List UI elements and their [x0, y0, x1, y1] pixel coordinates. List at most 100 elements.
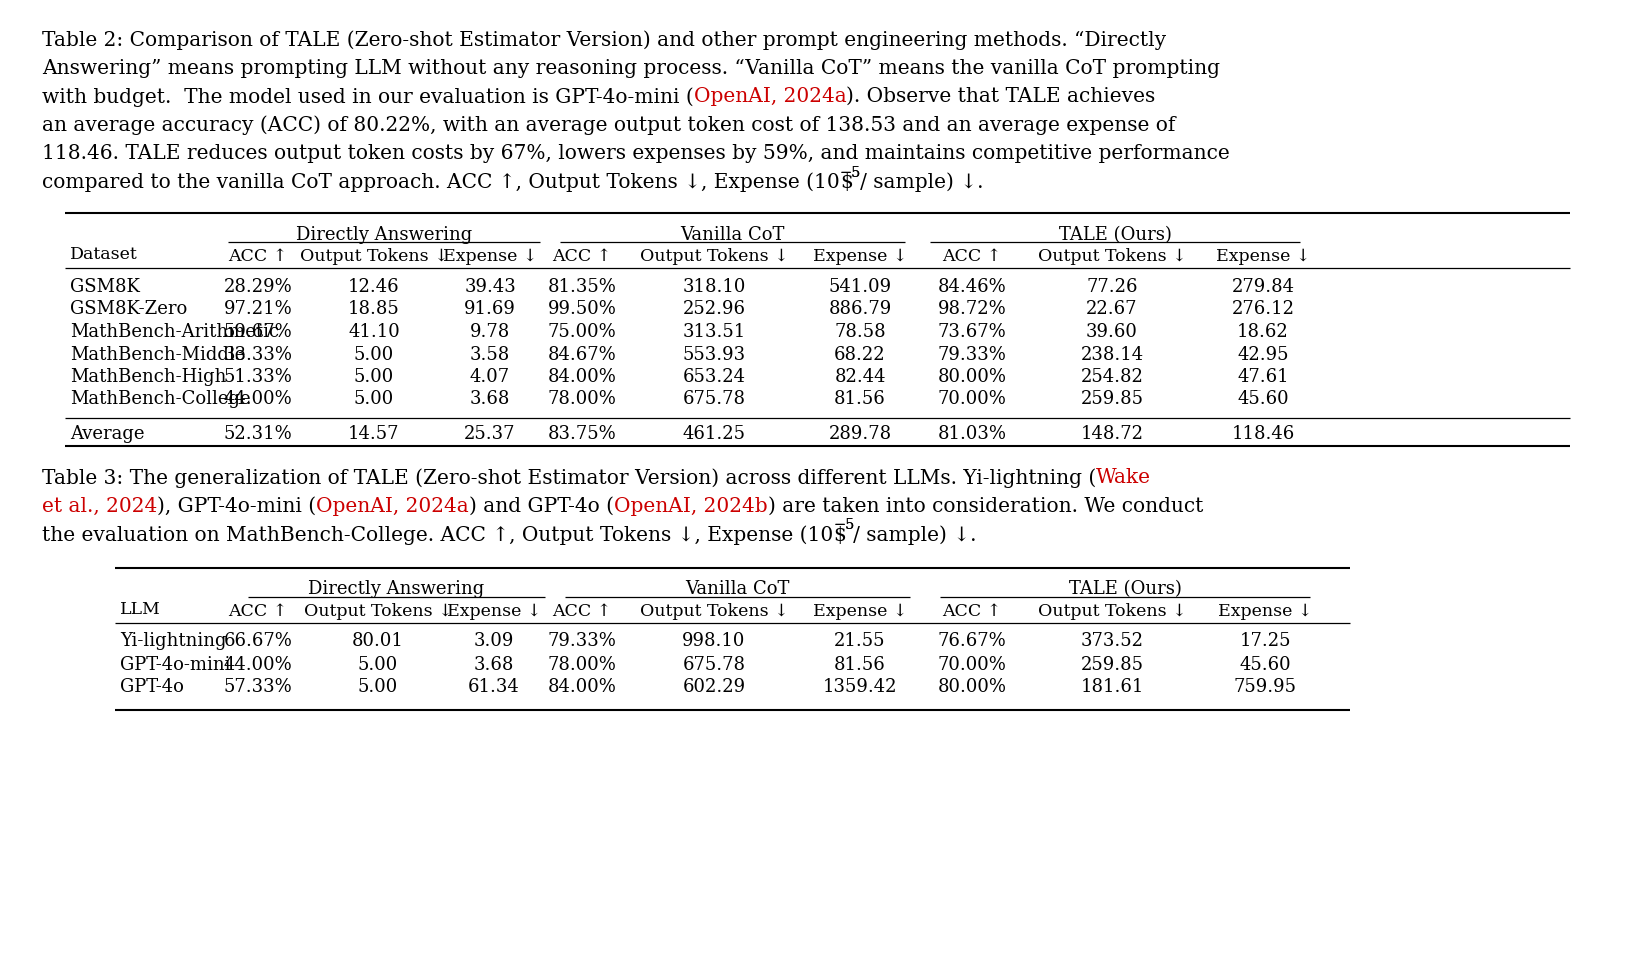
- Text: 14.57: 14.57: [349, 425, 399, 443]
- Text: 675.78: 675.78: [683, 656, 745, 673]
- Text: Directly Answering: Directly Answering: [308, 581, 484, 598]
- Text: 98.72%: 98.72%: [937, 301, 1006, 318]
- Text: GSM8K: GSM8K: [70, 278, 140, 296]
- Text: 84.00%: 84.00%: [548, 368, 616, 386]
- Text: 259.85: 259.85: [1081, 390, 1144, 409]
- Text: 39.43: 39.43: [465, 278, 515, 296]
- Text: 252.96: 252.96: [683, 301, 745, 318]
- Text: −5: −5: [833, 518, 854, 533]
- Text: 22.67: 22.67: [1086, 301, 1138, 318]
- Text: 289.78: 289.78: [828, 425, 892, 443]
- Text: 1359.42: 1359.42: [823, 678, 896, 697]
- Text: 5.00: 5.00: [354, 368, 394, 386]
- Text: et al., 2024: et al., 2024: [42, 497, 156, 515]
- Text: 5.00: 5.00: [359, 678, 398, 697]
- Text: 81.03%: 81.03%: [937, 425, 1006, 443]
- Text: 78.58: 78.58: [835, 323, 885, 341]
- Text: Vanilla CoT: Vanilla CoT: [685, 581, 789, 598]
- Text: 4.07: 4.07: [469, 368, 510, 386]
- Text: GPT-4o: GPT-4o: [121, 678, 184, 697]
- Text: Expense ↓: Expense ↓: [447, 602, 541, 620]
- Text: 461.25: 461.25: [683, 425, 745, 443]
- Text: 81.35%: 81.35%: [548, 278, 616, 296]
- Text: 313.51: 313.51: [683, 323, 745, 341]
- Text: −5: −5: [839, 166, 861, 180]
- Text: 9.78: 9.78: [469, 323, 510, 341]
- Text: 541.09: 541.09: [828, 278, 892, 296]
- Text: MathBench-College: MathBench-College: [70, 390, 251, 409]
- Text: 5.00: 5.00: [354, 346, 394, 363]
- Text: 45.60: 45.60: [1237, 390, 1289, 409]
- Text: 254.82: 254.82: [1081, 368, 1143, 386]
- Text: ), GPT-4o-mini (: ), GPT-4o-mini (: [156, 497, 316, 515]
- Text: Expense ↓: Expense ↓: [443, 248, 538, 265]
- Text: Table 2: Comparison of TALE (Zero-shot Estimator Version) and other prompt engin: Table 2: Comparison of TALE (Zero-shot E…: [42, 30, 1165, 50]
- Text: 318.10: 318.10: [683, 278, 745, 296]
- Text: 33.33%: 33.33%: [223, 346, 292, 363]
- Text: 44.00%: 44.00%: [223, 656, 292, 673]
- Text: 12.46: 12.46: [349, 278, 399, 296]
- Text: 83.75%: 83.75%: [548, 425, 616, 443]
- Text: Output Tokens ↓: Output Tokens ↓: [639, 248, 789, 265]
- Text: 59.67%: 59.67%: [223, 323, 292, 341]
- Text: Dataset: Dataset: [70, 246, 139, 263]
- Text: LLM: LLM: [121, 600, 161, 618]
- Text: 373.52: 373.52: [1081, 632, 1144, 650]
- Text: 238.14: 238.14: [1081, 346, 1144, 363]
- Text: 80.00%: 80.00%: [937, 678, 1006, 697]
- Text: GPT-4o-mini: GPT-4o-mini: [121, 656, 230, 673]
- Text: 886.79: 886.79: [828, 301, 892, 318]
- Text: −5: −5: [833, 518, 854, 533]
- Text: TALE (Ours): TALE (Ours): [1058, 226, 1172, 244]
- Text: 18.85: 18.85: [349, 301, 399, 318]
- Text: 3.58: 3.58: [469, 346, 510, 363]
- Text: 25.37: 25.37: [465, 425, 515, 443]
- Text: 78.00%: 78.00%: [548, 390, 616, 409]
- Text: 61.34: 61.34: [468, 678, 520, 697]
- Text: with budget.  The model used in our evaluation is GPT-4o-mini (: with budget. The model used in our evalu…: [42, 87, 694, 106]
- Text: 76.67%: 76.67%: [937, 632, 1006, 650]
- Text: 57.33%: 57.33%: [223, 678, 292, 697]
- Text: ACC ↑: ACC ↑: [553, 248, 611, 265]
- Text: compared to the vanilla CoT approach. ACC ↑, Output Tokens ↓, Expense (10: compared to the vanilla CoT approach. AC…: [42, 173, 839, 192]
- Text: 66.67%: 66.67%: [223, 632, 292, 650]
- Text: 84.67%: 84.67%: [548, 346, 616, 363]
- Text: 148.72: 148.72: [1081, 425, 1144, 443]
- Text: 78.00%: 78.00%: [548, 656, 616, 673]
- Text: 42.95: 42.95: [1237, 346, 1289, 363]
- Text: 759.95: 759.95: [1234, 678, 1296, 697]
- Text: 998.10: 998.10: [683, 632, 745, 650]
- Text: TALE (Ours): TALE (Ours): [1069, 581, 1182, 598]
- Text: 81.56: 81.56: [835, 656, 885, 673]
- Text: $ / sample) ↓.: $ / sample) ↓.: [835, 525, 976, 545]
- Text: Output Tokens ↓: Output Tokens ↓: [639, 602, 789, 620]
- Text: 118.46: 118.46: [1231, 425, 1294, 443]
- Text: 70.00%: 70.00%: [937, 390, 1006, 409]
- Text: 73.67%: 73.67%: [937, 323, 1006, 341]
- Text: Output Tokens ↓: Output Tokens ↓: [1038, 602, 1187, 620]
- Text: Answering” means prompting LLM without any reasoning process. “Vanilla CoT” mean: Answering” means prompting LLM without a…: [42, 59, 1219, 78]
- Text: MathBench-Middle: MathBench-Middle: [70, 346, 246, 363]
- Text: Expense ↓: Expense ↓: [813, 602, 908, 620]
- Text: Output Tokens ↓: Output Tokens ↓: [303, 602, 452, 620]
- Text: OpenAI, 2024b: OpenAI, 2024b: [615, 497, 768, 515]
- Text: −5: −5: [839, 166, 861, 180]
- Text: 47.61: 47.61: [1237, 368, 1289, 386]
- Text: 276.12: 276.12: [1232, 301, 1294, 318]
- Text: ACC ↑: ACC ↑: [228, 602, 287, 620]
- Text: Yi-lightning: Yi-lightning: [121, 632, 227, 650]
- Text: Expense ↓: Expense ↓: [1218, 602, 1312, 620]
- Text: 118.46. TALE reduces output token costs by 67%, lowers expenses by 59%, and main: 118.46. TALE reduces output token costs …: [42, 144, 1229, 163]
- Text: $ / sample) ↓.: $ / sample) ↓.: [841, 173, 983, 192]
- Text: 602.29: 602.29: [683, 678, 745, 697]
- Text: ACC ↑: ACC ↑: [942, 602, 1001, 620]
- Text: 18.62: 18.62: [1237, 323, 1289, 341]
- Text: 28.29%: 28.29%: [223, 278, 292, 296]
- Text: ). Observe that TALE achieves: ). Observe that TALE achieves: [846, 87, 1156, 106]
- Text: MathBench-Arithmetic: MathBench-Arithmetic: [70, 323, 279, 341]
- Text: Vanilla CoT: Vanilla CoT: [680, 226, 784, 244]
- Text: 279.84: 279.84: [1232, 278, 1294, 296]
- Text: 3.68: 3.68: [474, 656, 513, 673]
- Text: 51.33%: 51.33%: [223, 368, 292, 386]
- Text: 181.61: 181.61: [1081, 678, 1144, 697]
